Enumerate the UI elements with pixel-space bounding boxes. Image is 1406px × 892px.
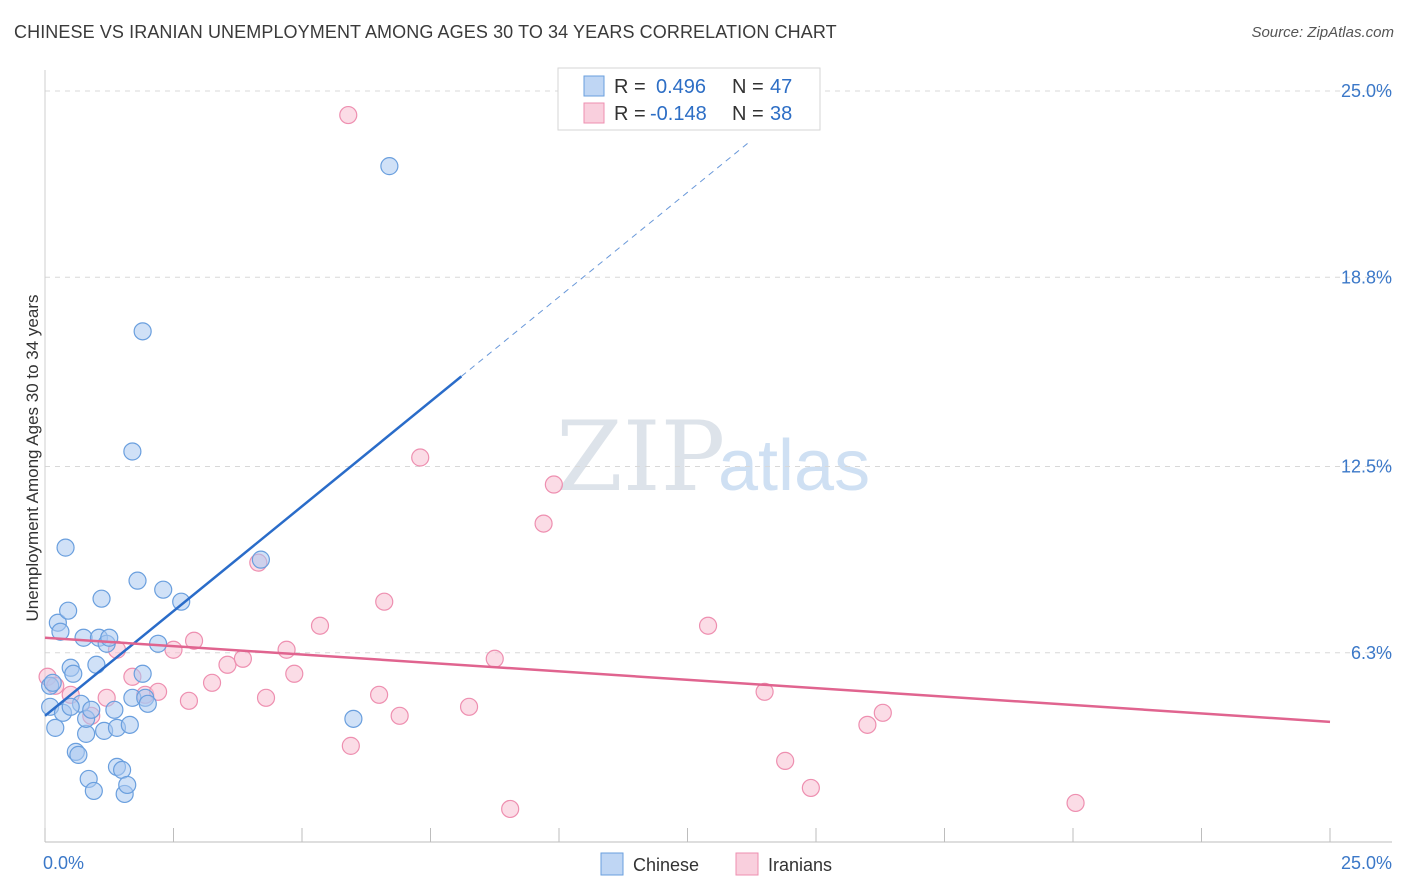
iranian-point <box>801 778 820 798</box>
legend-swatch-iranian-bottom <box>735 852 759 876</box>
chinese-point <box>154 580 173 599</box>
correlation-legend: R = 0.496 N = 47 R = -0.148 N = 38 <box>557 67 821 131</box>
legend-n-label-chinese: N = <box>732 76 764 98</box>
y-tick-labels: 6.3% 12.5% 18.8% 25.0% <box>1341 81 1392 663</box>
chinese-series <box>41 157 399 804</box>
series-legend: Chinese Iranians <box>600 852 832 876</box>
iranian-point <box>858 715 877 734</box>
chinese-point <box>69 745 88 764</box>
chinese-point <box>56 538 75 557</box>
source-label: Source: ZipAtlas.com <box>1251 24 1394 41</box>
legend-swatch-chinese-bottom <box>600 852 624 876</box>
legend-n-value-iranian: 38 <box>770 103 792 125</box>
y-tick-label: 18.8% <box>1341 267 1392 287</box>
chinese-point <box>105 700 124 719</box>
grid-lines <box>45 90 1392 654</box>
chinese-point <box>84 781 103 801</box>
iranian-point <box>179 691 199 710</box>
iranian-series <box>38 105 1085 819</box>
chinese-point <box>74 628 93 647</box>
iranian-point <box>277 640 296 659</box>
watermark-atlas: atlas <box>718 426 870 506</box>
iranian-point <box>1066 793 1085 813</box>
chinese-point <box>51 622 70 641</box>
iranian-point <box>256 688 276 707</box>
legend-n-value-chinese: 47 <box>770 76 792 98</box>
iranian-point <box>485 649 504 668</box>
iranian-point <box>390 706 409 725</box>
watermark-zip: ZIP <box>556 401 725 513</box>
iranian-point <box>375 592 394 611</box>
legend-n-label-iranian: N = <box>732 103 764 125</box>
iranian-point <box>873 703 892 722</box>
y-tick-label: 25.0% <box>1341 81 1392 101</box>
chinese-point <box>118 775 137 795</box>
iranian-point <box>459 697 479 716</box>
chinese-point <box>64 664 83 683</box>
chinese-point <box>344 709 363 728</box>
chinese-point <box>46 718 65 737</box>
iranian-point <box>341 736 360 755</box>
y-axis-label: Unemployment Among Ages 30 to 34 years <box>23 295 42 622</box>
chinese-point <box>100 628 119 647</box>
chinese-point <box>133 664 152 683</box>
chart-title: CHINESE VS IRANIAN UNEMPLOYMENT AMONG AG… <box>14 22 837 42</box>
chinese-point <box>120 715 139 734</box>
legend-r-label-iranian: R = <box>614 103 646 125</box>
iranian-point <box>339 105 358 125</box>
x-tick-labels: 0.0% 25.0% <box>43 853 1392 873</box>
legend-swatch-iranian <box>583 102 605 124</box>
iranian-point <box>285 664 304 683</box>
x-tick-label-min: 0.0% <box>43 853 84 873</box>
legend-label-iranian: Iranians <box>768 855 832 875</box>
chinese-point <box>128 571 147 590</box>
iranian-point <box>202 673 222 692</box>
iranian-point <box>164 640 183 659</box>
chinese-point <box>123 442 142 461</box>
iranian-point <box>310 616 330 635</box>
watermark: ZIP atlas <box>556 401 870 513</box>
chinese-trend-extension <box>461 141 750 377</box>
y-tick-label: 12.5% <box>1341 457 1392 477</box>
chinese-point <box>380 157 399 176</box>
chinese-point <box>172 592 191 611</box>
iranian-point <box>755 682 774 701</box>
iranian-point <box>233 649 252 668</box>
iranian-point <box>184 631 204 650</box>
legend-r-label-chinese: R = <box>614 76 646 98</box>
iranian-trend-line <box>44 636 1331 724</box>
chinese-point <box>138 694 157 713</box>
iranian-point <box>501 799 520 819</box>
iranian-point <box>370 685 389 704</box>
x-tick-label-max: 25.0% <box>1341 853 1392 873</box>
legend-r-value-chinese: 0.496 <box>656 76 706 98</box>
chinese-point <box>251 550 270 569</box>
iranian-point <box>776 751 795 770</box>
legend-label-chinese: Chinese <box>633 855 699 875</box>
chinese-point <box>59 601 78 620</box>
chinese-trend-line <box>44 375 463 717</box>
chinese-point <box>43 673 62 692</box>
y-tick-label: 6.3% <box>1351 643 1392 663</box>
iranian-point <box>218 655 237 674</box>
chinese-point <box>133 322 152 341</box>
legend-r-value-iranian: -0.148 <box>650 103 707 125</box>
chinese-point <box>92 589 111 608</box>
iranian-point <box>698 616 718 635</box>
legend-swatch-chinese <box>583 75 605 97</box>
iranian-point <box>411 448 430 467</box>
chinese-point <box>61 697 80 716</box>
chinese-point <box>87 655 106 674</box>
chinese-point <box>82 700 101 719</box>
iranian-point <box>544 475 563 494</box>
chinese-point <box>112 760 132 780</box>
iranian-point <box>534 514 553 533</box>
trend-lines <box>44 141 1331 724</box>
